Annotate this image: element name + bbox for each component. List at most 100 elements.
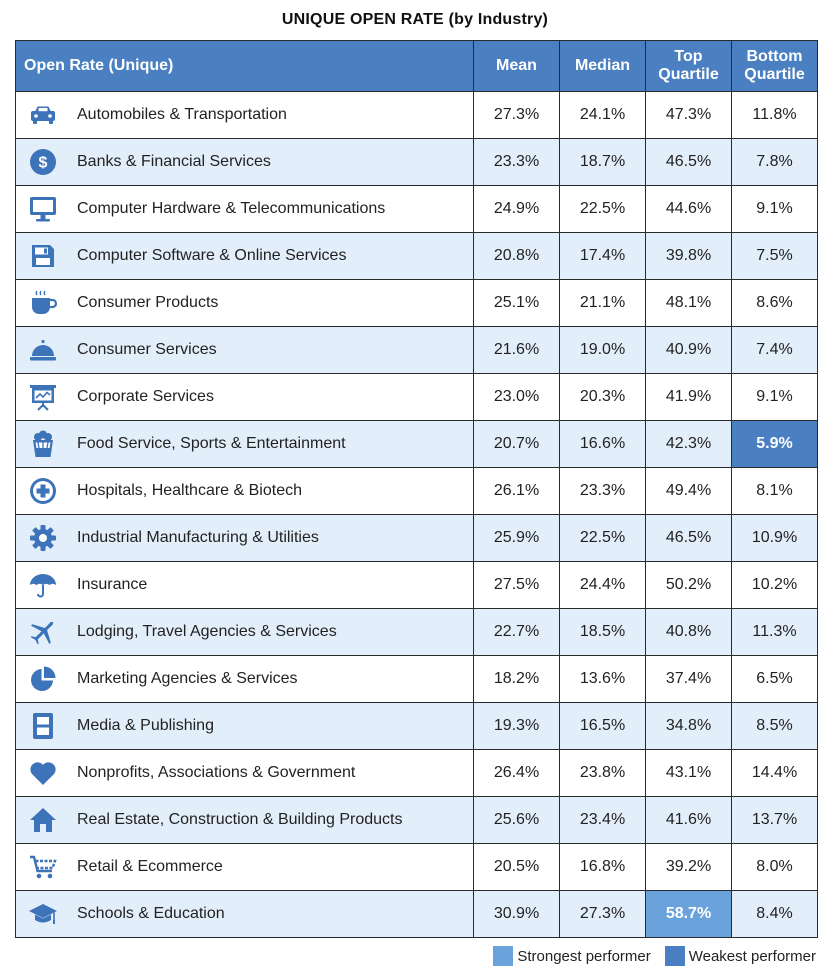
industry-label: Lodging, Travel Agencies & Services — [77, 623, 337, 640]
table-row: Lodging, Travel Agencies & Services 22.7%… — [15, 608, 818, 656]
table-row: Retail & Ecommerce 20.5% 16.8% 39.2% 8.0% — [15, 843, 818, 891]
top-quartile-cell: 58.7% — [645, 890, 732, 938]
legend-strongest: Strongest performer — [493, 946, 651, 966]
top-quartile-cell: 39.8% — [645, 232, 732, 280]
top-quartile-cell: 40.8% — [645, 608, 732, 656]
mean-cell: 26.1% — [473, 467, 560, 515]
median-cell: 16.6% — [559, 420, 646, 468]
industry-cell-content: Computer Hardware & Telecommunications — [16, 186, 473, 232]
industry-cell-content: Media & Publishing — [16, 703, 473, 749]
bottom-quartile-cell: 7.4% — [731, 326, 818, 374]
industry-cell: Corporate Services — [15, 373, 474, 421]
industry-cell-content: Retail & Ecommerce — [16, 844, 473, 890]
industry-cell: Hospitals, Healthcare & Biotech — [15, 467, 474, 515]
bottom-quartile-cell: 9.1% — [731, 185, 818, 233]
legend-weakest: Weakest performer — [664, 946, 816, 966]
legend-strongest-swatch — [493, 946, 514, 966]
legend: Strongest performer Weakest performer — [479, 946, 816, 966]
car-icon — [28, 100, 58, 130]
top-quartile-cell: 41.6% — [645, 796, 732, 844]
house-icon — [28, 805, 58, 835]
industry-cell: Food Service, Sports & Entertainment — [15, 420, 474, 468]
bottom-quartile-cell: 6.5% — [731, 655, 818, 703]
mean-cell: 20.7% — [473, 420, 560, 468]
mean-cell: 23.0% — [473, 373, 560, 421]
industry-label: Computer Software & Online Services — [77, 247, 347, 264]
top-quartile-cell: 50.2% — [645, 561, 732, 609]
header-top-quartile: Top Quartile — [645, 40, 732, 92]
mean-cell: 21.6% — [473, 326, 560, 374]
industry-label: Corporate Services — [77, 388, 214, 405]
median-cell: 22.5% — [559, 185, 646, 233]
industry-label: Banks & Financial Services — [77, 153, 271, 170]
industry-label: Nonprofits, Associations & Government — [77, 764, 356, 781]
industry-label: Retail & Ecommerce — [77, 858, 223, 875]
header-mean: Mean — [473, 40, 560, 92]
top-quartile-cell: 41.9% — [645, 373, 732, 421]
open-rate-table: Open Rate (Unique) Mean Median Top Quart… — [15, 40, 818, 938]
top-quartile-cell: 42.3% — [645, 420, 732, 468]
gear-icon — [28, 523, 58, 553]
mean-cell: 30.9% — [473, 890, 560, 938]
chart-title: UNIQUE OPEN RATE (by Industry) — [281, 11, 549, 28]
svg-text:$: $ — [39, 155, 48, 172]
floppy-disk-icon — [28, 241, 58, 271]
industry-cell-content: Corporate Services — [16, 374, 473, 420]
median-cell: 19.0% — [559, 326, 646, 374]
industry-cell: Nonprofits, Associations & Government — [15, 749, 474, 797]
median-cell: 23.4% — [559, 796, 646, 844]
table-row: Corporate Services 23.0% 20.3% 41.9% 9.1% — [15, 373, 818, 421]
bottom-quartile-cell: 11.8% — [731, 91, 818, 139]
industry-label: Media & Publishing — [77, 717, 214, 734]
industry-cell-content: Lodging, Travel Agencies & Services — [16, 609, 473, 655]
industry-cell-content: $ Banks & Financial Services — [16, 139, 473, 185]
top-quartile-cell: 43.1% — [645, 749, 732, 797]
median-cell: 20.3% — [559, 373, 646, 421]
mean-cell: 24.9% — [473, 185, 560, 233]
industry-cell: Computer Hardware & Telecommunications — [15, 185, 474, 233]
table-row: $ Banks & Financial Services 23.3% 18.7% 46.… — [15, 138, 818, 186]
bottom-quartile-cell: 8.0% — [731, 843, 818, 891]
bottom-quartile-cell: 13.7% — [731, 796, 818, 844]
median-cell: 21.1% — [559, 279, 646, 327]
mean-cell: 25.9% — [473, 514, 560, 562]
median-cell: 18.7% — [559, 138, 646, 186]
bottom-quartile-cell: 10.2% — [731, 561, 818, 609]
top-quartile-cell: 47.3% — [645, 91, 732, 139]
industry-label: Computer Hardware & Telecommunications — [77, 200, 386, 217]
table-row: Hospitals, Healthcare & Biotech 26.1% 23.3… — [15, 467, 818, 515]
industry-cell: Real Estate, Construction & Building Pro… — [15, 796, 474, 844]
median-cell: 24.4% — [559, 561, 646, 609]
median-cell: 16.5% — [559, 702, 646, 750]
mean-cell: 27.5% — [473, 561, 560, 609]
monitor-icon — [28, 194, 58, 224]
shopping-cart-icon — [28, 852, 58, 882]
industry-cell: Insurance — [15, 561, 474, 609]
mean-cell: 26.4% — [473, 749, 560, 797]
top-quartile-cell: 39.2% — [645, 843, 732, 891]
legend-weakest-swatch — [664, 946, 685, 966]
industry-cell: Retail & Ecommerce — [15, 843, 474, 891]
pie-chart-icon — [28, 664, 58, 694]
table-row: Consumer Services 21.6% 19.0% 40.9% 7.4% — [15, 326, 818, 374]
table-row: Consumer Products 25.1% 21.1% 48.1% 8.6% — [15, 279, 818, 327]
table-row: Nonprofits, Associations & Government 26.… — [15, 749, 818, 797]
industry-cell-content: Marketing Agencies & Services — [16, 656, 473, 702]
top-quartile-cell: 34.8% — [645, 702, 732, 750]
industry-cell: $ Banks & Financial Services — [15, 138, 474, 186]
medical-cross-icon — [28, 476, 58, 506]
industry-label: Industrial Manufacturing & Utilities — [77, 529, 319, 546]
median-cell: 13.6% — [559, 655, 646, 703]
industry-label: Real Estate, Construction & Building Pro… — [77, 811, 403, 828]
industry-cell-content: Nonprofits, Associations & Government — [16, 750, 473, 796]
table-row: Real Estate, Construction & Building Pro… — [15, 796, 818, 844]
presentation-board-icon — [28, 382, 58, 412]
mean-cell: 19.3% — [473, 702, 560, 750]
industry-cell-content: Automobiles & Transportation — [16, 92, 473, 138]
table-row: Computer Software & Online Services 20.8%… — [15, 232, 818, 280]
top-quartile-cell: 37.4% — [645, 655, 732, 703]
industry-cell-content: Hospitals, Healthcare & Biotech — [16, 468, 473, 514]
industry-cell: Consumer Services — [15, 326, 474, 374]
industry-cell-content: Consumer Products — [16, 280, 473, 326]
heart-icon — [28, 758, 58, 788]
